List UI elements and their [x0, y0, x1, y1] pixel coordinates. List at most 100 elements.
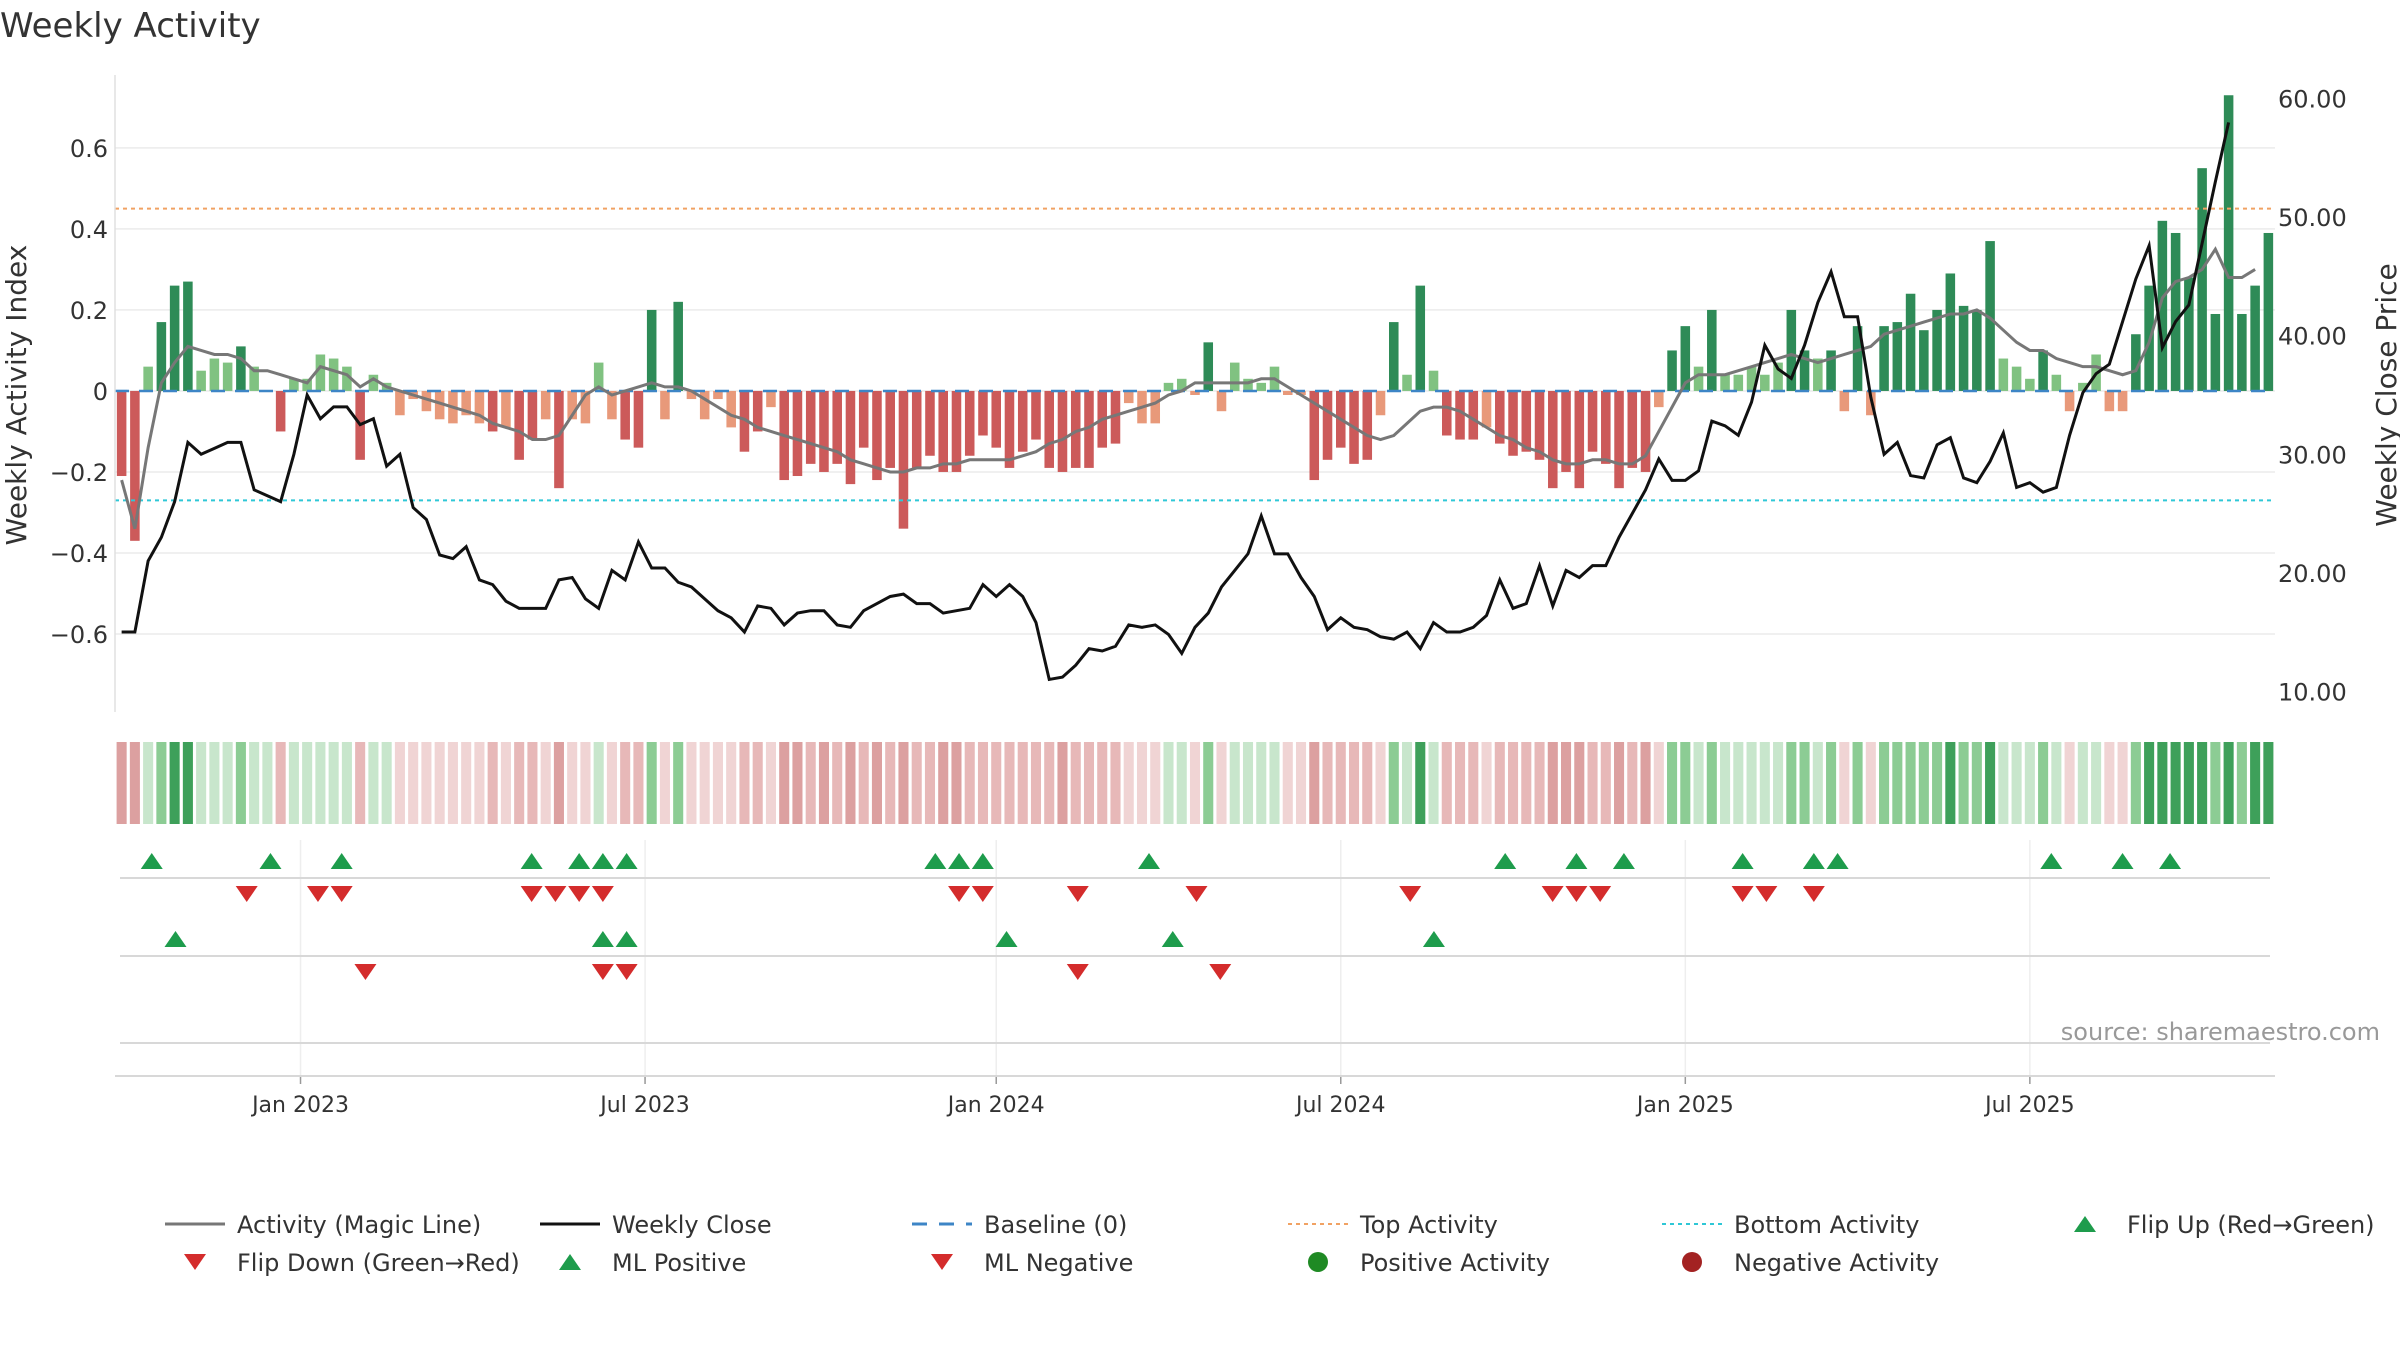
activity-bar [1322, 390, 1333, 460]
source-label: source: sharemaestro.com [2061, 1018, 2380, 1046]
activity-bar [395, 390, 405, 416]
y-tick-label-right: 60.00 [2278, 86, 2347, 114]
activity-bar [1852, 326, 1863, 391]
x-tick-label: Jul 2023 [598, 1093, 690, 1118]
activity-bar [991, 390, 1001, 448]
activity-bar [832, 390, 842, 464]
strip-cell [182, 742, 193, 824]
legend-swatch [1308, 1252, 1328, 1272]
activity-bar [487, 390, 498, 432]
flip-down-marker [1399, 886, 1422, 902]
activity-bar [1799, 350, 1810, 391]
strip-cell [673, 742, 684, 824]
strip-cell [1905, 742, 1916, 824]
activity-bar [1693, 366, 1704, 391]
flip-down-marker [948, 886, 971, 902]
strip-cell [2170, 742, 2181, 824]
flip-up-marker [948, 853, 971, 869]
activity-bar [289, 378, 299, 391]
strip-cell [951, 742, 962, 824]
activity-bar [607, 390, 617, 420]
strip-cell [898, 742, 909, 824]
x-tick-label: Jan 2023 [250, 1093, 349, 1118]
activity-bar [1084, 390, 1094, 468]
legend-label: Activity (Magic Line) [237, 1211, 481, 1239]
strip-cell [1521, 742, 1532, 824]
activity-bar [2025, 378, 2035, 391]
strip-cell [1362, 742, 1373, 824]
activity-bar [1813, 358, 1823, 391]
activity-bar [1428, 370, 1439, 391]
activity-bar [275, 390, 286, 432]
strip-cell [2197, 742, 2208, 824]
strip-cell [1945, 742, 1956, 824]
activity-bar [434, 390, 445, 420]
strip-cell [1097, 742, 1108, 824]
activity-bar [1481, 390, 1492, 428]
strip-cell [964, 742, 975, 824]
strip-cell [1574, 742, 1585, 824]
activity-bar [1508, 390, 1518, 456]
strip-cell [129, 742, 140, 824]
strip-cell [487, 742, 498, 824]
strip-cell [235, 742, 246, 824]
strip-cell [1282, 742, 1293, 824]
strip-cell [818, 742, 829, 824]
strip-cell [2223, 742, 2234, 824]
activity-bar [2184, 277, 2194, 391]
activity-bar [713, 390, 723, 400]
flip-up-marker [2111, 853, 2134, 869]
activity-bar [2131, 334, 2141, 391]
strip-cell [620, 742, 631, 824]
strip-cell [911, 742, 922, 824]
activity-bar [2064, 390, 2075, 412]
activity-bar [951, 390, 962, 472]
reference-lines [115, 207, 2275, 502]
activity-bar [1826, 350, 1836, 391]
strip-cell [249, 742, 260, 824]
activity-bar [1707, 309, 1717, 391]
strip-cell [1388, 742, 1399, 824]
strip-cell [1256, 742, 1267, 824]
flip-up-marker [259, 853, 282, 869]
strip-cell [1017, 742, 1028, 824]
activity-bar [1587, 390, 1598, 452]
strip-cell [726, 742, 737, 824]
strip-cell [871, 742, 882, 824]
strip-cell [1242, 742, 1254, 824]
activity-bar [501, 390, 511, 428]
ml-positive-marker [1422, 931, 1445, 947]
strip-cell [1733, 742, 1744, 824]
legend-label: Positive Activity [1360, 1249, 1550, 1277]
flip-down-marker [1755, 886, 1778, 902]
activity-bar [1256, 382, 1267, 391]
activity-bar [1654, 390, 1664, 408]
strip-cell [1335, 742, 1346, 824]
flip-down-marker [1185, 886, 1208, 902]
activity-bar [686, 390, 697, 400]
strip-cell [2263, 742, 2274, 824]
strip-cell [1348, 742, 1360, 824]
strip-cell [699, 742, 710, 824]
strip-cell [169, 742, 180, 824]
activity-bar [911, 390, 922, 468]
flip-down-marker [1541, 886, 1564, 902]
strip-cell [1865, 742, 1876, 824]
activity-bar [2104, 390, 2115, 412]
activity-bar [1534, 390, 1545, 460]
strip-cell [302, 742, 313, 824]
activity-bar [1905, 293, 1916, 391]
legend-label: ML Positive [612, 1249, 746, 1277]
legend-item: Positive Activity [1308, 1249, 1550, 1277]
strip-cell [2183, 742, 2194, 824]
strip-cell [1269, 742, 1280, 824]
strip-cell [633, 742, 644, 824]
activity-bar [1004, 390, 1015, 468]
activity-bar [1150, 390, 1161, 424]
activity-bar [1216, 390, 1227, 412]
y-tick-label-left: −0.4 [50, 540, 108, 568]
strip-cell [752, 742, 763, 824]
strip-cell [1812, 742, 1823, 824]
axes: 0.6 0.4 0.2 0 −0.2 −0.4 −0.6 60.00 50.00 40.00 30.… [50, 75, 2347, 1118]
activity-bar [527, 390, 538, 440]
